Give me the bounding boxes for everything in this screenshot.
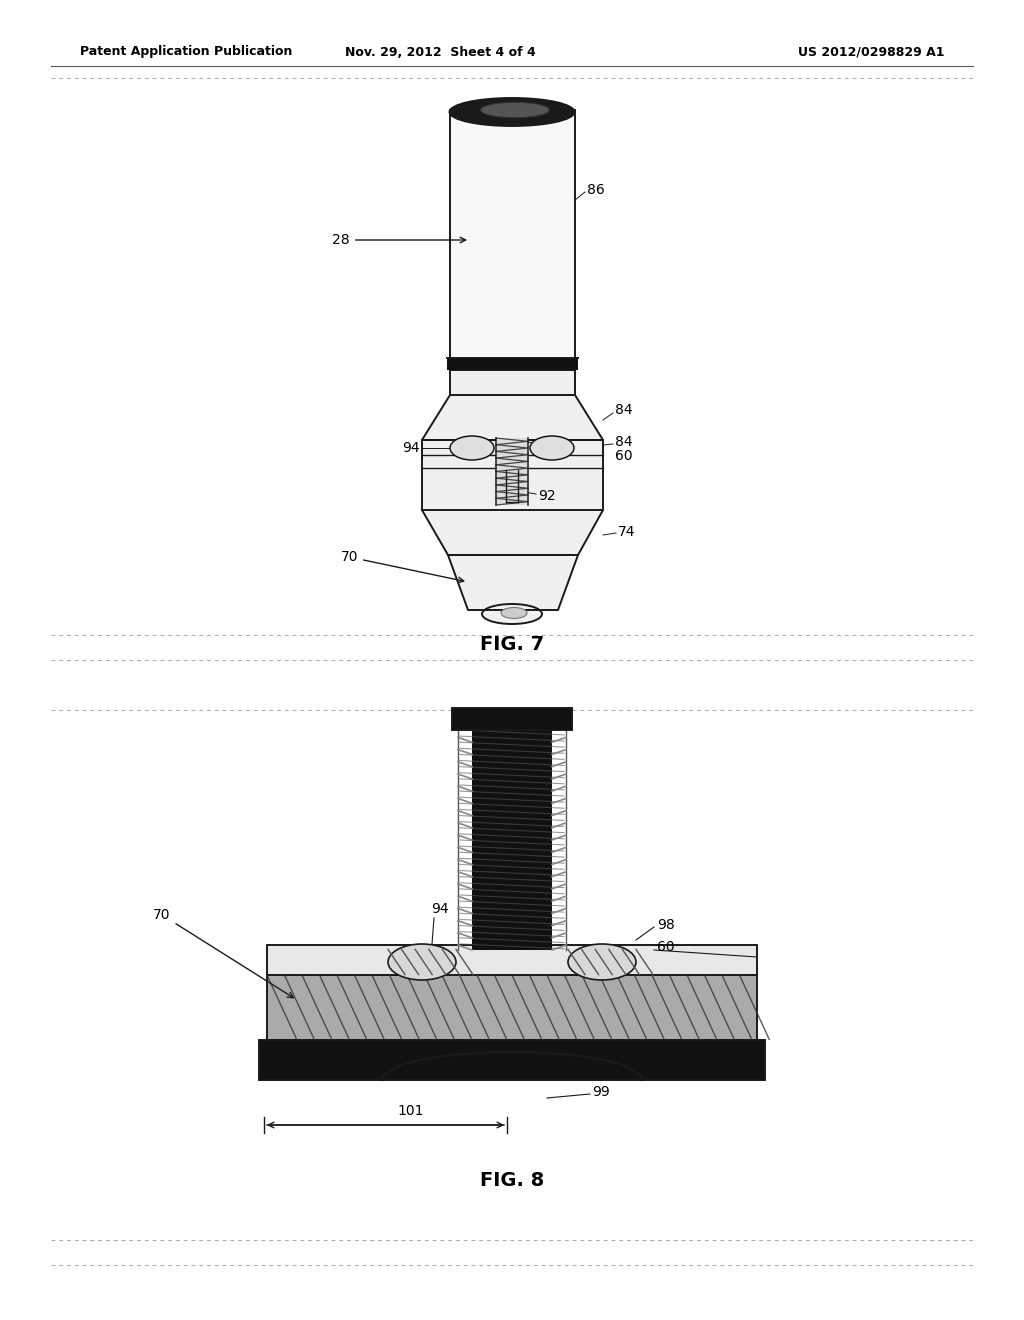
Text: 84: 84	[615, 436, 633, 449]
Text: 98: 98	[657, 917, 675, 932]
Text: Nov. 29, 2012  Sheet 4 of 4: Nov. 29, 2012 Sheet 4 of 4	[345, 45, 536, 58]
Text: 94: 94	[402, 441, 420, 455]
Bar	[450, 110, 575, 370]
Text: 60: 60	[657, 940, 675, 954]
Bar	[472, 730, 552, 950]
Text: 101: 101	[397, 1104, 424, 1118]
Ellipse shape	[450, 436, 494, 459]
Text: 99: 99	[592, 1085, 609, 1100]
Text: 86: 86	[587, 183, 605, 197]
Bar	[496, 438, 528, 506]
Ellipse shape	[530, 436, 574, 459]
Text: FIG. 7: FIG. 7	[480, 635, 544, 655]
Bar	[447, 358, 578, 370]
Bar	[450, 370, 575, 395]
Text: 28: 28	[333, 234, 466, 247]
Polygon shape	[422, 510, 603, 554]
Polygon shape	[449, 554, 578, 610]
Text: 70: 70	[154, 908, 293, 998]
Text: 84: 84	[615, 403, 633, 417]
Ellipse shape	[482, 605, 542, 624]
Ellipse shape	[568, 944, 636, 979]
Bar	[452, 708, 572, 730]
Bar	[267, 945, 757, 975]
Ellipse shape	[501, 607, 527, 619]
Polygon shape	[422, 395, 603, 440]
Ellipse shape	[388, 944, 456, 979]
Bar	[267, 975, 757, 1040]
Text: FIG. 8: FIG. 8	[480, 1171, 544, 1189]
Text: 60: 60	[615, 449, 633, 463]
Text: 74: 74	[618, 525, 636, 539]
Text: US 2012/0298829 A1: US 2012/0298829 A1	[798, 45, 944, 58]
Text: 94: 94	[431, 902, 449, 916]
Text: Patent Application Publication: Patent Application Publication	[80, 45, 293, 58]
Text: 90: 90	[538, 440, 556, 453]
Ellipse shape	[450, 98, 574, 125]
Bar	[259, 1040, 765, 1080]
Bar	[422, 440, 603, 510]
Text: 70: 70	[341, 550, 464, 582]
Text: 92: 92	[538, 488, 556, 503]
Ellipse shape	[480, 103, 549, 117]
